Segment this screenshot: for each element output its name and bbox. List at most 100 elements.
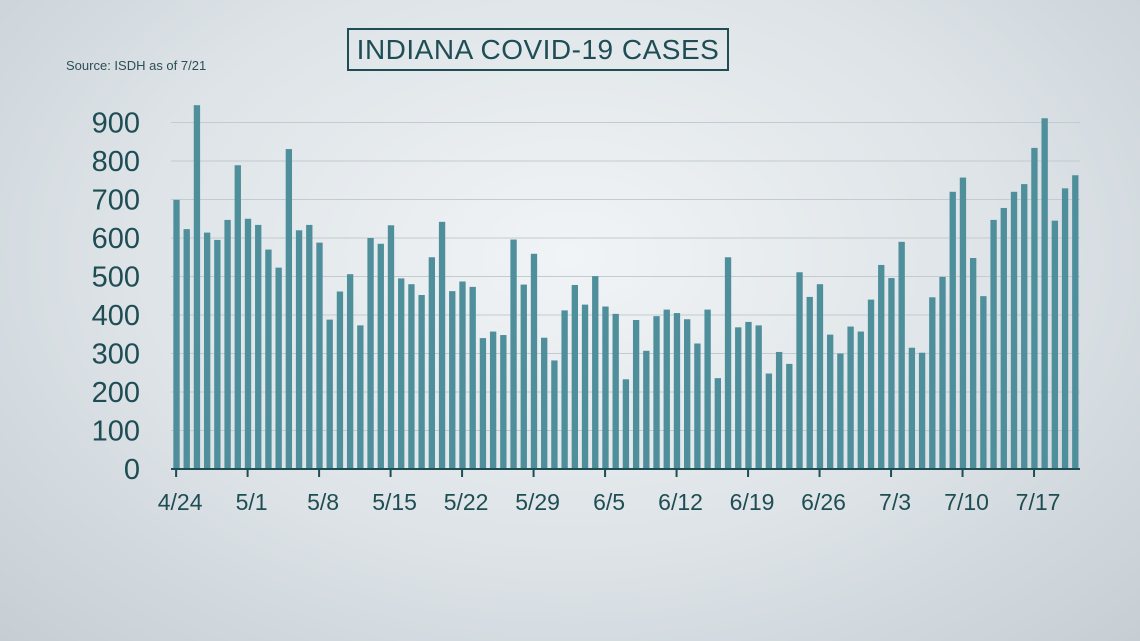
bar bbox=[469, 286, 476, 469]
bar bbox=[827, 334, 834, 469]
y-tick-labels: 0 100 200 300 400 500 600 700 800 900 bbox=[92, 108, 140, 487]
bar bbox=[581, 304, 589, 469]
y-tick-label: 900 bbox=[92, 108, 140, 140]
bar bbox=[673, 313, 681, 469]
bar bbox=[224, 219, 231, 469]
bar bbox=[796, 272, 803, 469]
bar bbox=[459, 281, 466, 469]
bar bbox=[969, 258, 977, 469]
bar bbox=[1051, 220, 1059, 469]
bar bbox=[1010, 191, 1018, 470]
bar bbox=[663, 309, 670, 469]
chart-title: INDIANA COVID-19 CASES bbox=[347, 28, 729, 71]
y-tick-label: 300 bbox=[92, 339, 140, 371]
bar bbox=[653, 316, 660, 469]
bar bbox=[489, 331, 497, 469]
bar bbox=[990, 219, 997, 469]
x-tick-label: 6/5 bbox=[593, 489, 625, 515]
bar bbox=[377, 243, 384, 469]
x-tick-label: 6/26 bbox=[801, 489, 846, 515]
bar bbox=[203, 232, 211, 469]
bar bbox=[530, 253, 538, 469]
bar bbox=[1072, 175, 1079, 469]
bar bbox=[571, 284, 578, 469]
x-tick-label: 5/1 bbox=[236, 489, 268, 515]
x-tick-label: 6/19 bbox=[730, 489, 775, 515]
x-tick-labels: 4/24 5/1 5/8 5/15 5/22 5/29 6/5 6/12 6/19 6/26 7/3… bbox=[158, 489, 1061, 515]
bar bbox=[255, 224, 262, 469]
bar bbox=[806, 296, 813, 469]
bar bbox=[418, 294, 425, 469]
bar bbox=[357, 325, 364, 469]
bar bbox=[786, 363, 793, 469]
bar bbox=[939, 276, 946, 469]
bar bbox=[398, 278, 405, 469]
bar bbox=[295, 230, 303, 469]
x-tick-label: 5/22 bbox=[444, 489, 489, 515]
bar bbox=[193, 105, 201, 470]
bar bbox=[438, 221, 446, 469]
bar bbox=[980, 296, 987, 469]
y-tick-label: 100 bbox=[92, 416, 140, 448]
bar bbox=[602, 306, 609, 469]
bar bbox=[847, 326, 854, 469]
x-tick-label: 7/3 bbox=[879, 489, 911, 515]
bar bbox=[816, 284, 824, 469]
bar bbox=[1031, 147, 1038, 469]
axes bbox=[171, 468, 1080, 477]
bar bbox=[755, 325, 762, 469]
x-tick-label: 4/24 bbox=[158, 489, 203, 515]
bar bbox=[888, 278, 895, 469]
x-tick-label: 5/29 bbox=[515, 489, 560, 515]
y-tick-label: 500 bbox=[92, 262, 140, 294]
bar bbox=[1061, 188, 1069, 469]
y-tick-label: 0 bbox=[124, 454, 140, 486]
bar bbox=[551, 360, 558, 469]
bar bbox=[745, 321, 752, 469]
bar bbox=[694, 343, 701, 469]
bar bbox=[449, 291, 456, 469]
bar bbox=[275, 267, 282, 469]
bar bbox=[908, 347, 916, 469]
bar bbox=[592, 276, 599, 469]
bar bbox=[367, 238, 374, 469]
y-tick-label: 200 bbox=[92, 377, 140, 409]
bar bbox=[510, 239, 517, 469]
y-tick-label: 800 bbox=[92, 146, 140, 178]
bar bbox=[173, 199, 180, 469]
bar bbox=[387, 225, 395, 469]
bar bbox=[857, 331, 864, 469]
bar bbox=[714, 378, 721, 469]
bar bbox=[500, 335, 507, 469]
bar bbox=[704, 309, 711, 469]
bar bbox=[867, 299, 875, 469]
bar bbox=[408, 284, 415, 469]
bar bbox=[959, 177, 967, 469]
bar bbox=[1000, 207, 1007, 469]
bar bbox=[428, 257, 436, 469]
x-tick-label: 7/10 bbox=[944, 489, 989, 515]
bar bbox=[612, 313, 619, 469]
bar bbox=[1041, 118, 1048, 469]
bar bbox=[234, 165, 241, 470]
bar bbox=[183, 229, 190, 469]
bar bbox=[306, 224, 313, 469]
bar bbox=[561, 310, 568, 469]
bar bbox=[632, 320, 640, 469]
bar bbox=[326, 319, 333, 469]
y-tick-label: 700 bbox=[92, 185, 140, 217]
bar bbox=[765, 373, 773, 469]
bar bbox=[214, 239, 221, 469]
x-tick-label: 5/8 bbox=[307, 489, 339, 515]
bar bbox=[837, 353, 844, 469]
bar bbox=[1021, 184, 1028, 469]
y-tick-label: 400 bbox=[92, 300, 140, 332]
bar bbox=[520, 284, 527, 469]
bar bbox=[643, 350, 650, 469]
bar bbox=[735, 327, 742, 469]
bar bbox=[346, 274, 354, 469]
y-tick-label: 600 bbox=[92, 223, 140, 255]
bars bbox=[173, 105, 1079, 470]
bar bbox=[541, 337, 548, 469]
